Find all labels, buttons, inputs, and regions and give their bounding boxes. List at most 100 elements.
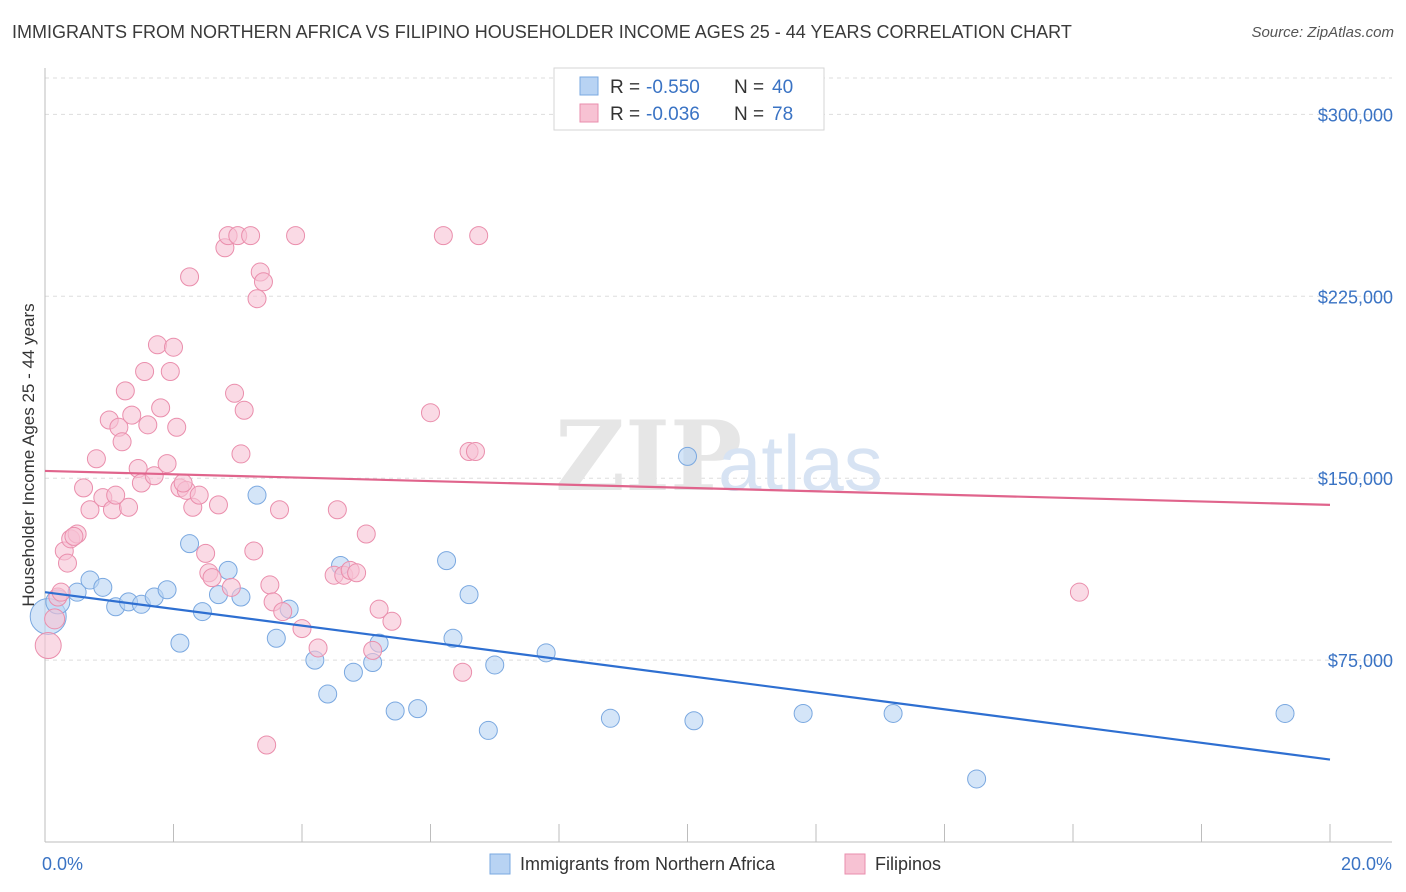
source-credit: Source: ZipAtlas.com [1251,24,1394,41]
point-pink-48 [257,735,277,755]
point-pink-42 [231,444,251,464]
point-pink-34 [196,543,216,563]
y-tick-label-3: $300,000 [1318,105,1393,125]
watermark: ZIP atlas [555,400,883,513]
point-blue-37 [883,703,903,723]
point-pink-66 [433,226,453,246]
point-pink-0 [34,632,62,660]
point-pink-26 [160,361,180,381]
point-pink-36 [202,568,222,588]
point-blue-26 [408,699,428,719]
point-blue-29 [459,585,479,605]
point-pink-21 [138,415,158,435]
y-tick-label-0: $75,000 [1328,651,1393,671]
point-blue-39 [1275,703,1295,723]
point-pink-53 [286,226,306,246]
point-pink-69 [465,442,485,462]
legend-n-label-blue: N = [734,77,764,98]
point-blue-10 [170,633,190,653]
point-blue-17 [266,628,286,648]
point-pink-76 [221,577,241,597]
point-pink-31 [180,267,200,287]
legend-swatch-blue [579,76,599,96]
legend-n-label-pink: N = [734,104,764,125]
point-pink-54 [292,619,312,639]
point-blue-4 [93,577,113,597]
data-points [29,226,1295,789]
point-pink-4 [57,553,77,573]
bottom-legend-swatch-blue [489,853,511,875]
point-blue-33 [600,708,620,728]
point-pink-77 [244,541,264,561]
legend-r-value-pink: -0.036 [646,104,700,125]
trend-line-pink [44,469,1331,506]
point-pink-43 [234,400,254,420]
watermark-zip: ZIP [555,400,742,513]
point-pink-22 [144,466,164,486]
legend-box [553,67,825,131]
watermark-atlas: atlas [718,419,883,507]
point-blue-11 [180,534,200,554]
point-blue-22 [343,662,363,682]
point-pink-62 [363,640,383,660]
y-tick-labels: $75,000 $150,000 $225,000 $300,000 [1318,105,1393,671]
point-blue-28 [443,628,463,648]
point-pink-7 [74,478,94,498]
point-pink-40 [225,383,245,403]
point-pink-28 [167,417,187,437]
point-pink-63 [369,599,389,619]
point-pink-70 [469,226,489,246]
point-pink-23 [147,335,167,355]
legend-n-value-pink: 78 [772,104,793,125]
point-pink-73 [64,526,84,546]
point-pink-61 [356,524,376,544]
point-pink-8 [80,500,100,520]
point-pink-14 [112,432,132,452]
bottom-legend-swatch-pink [844,853,866,875]
point-blue-14 [218,560,238,580]
point-pink-15 [115,381,135,401]
legend-r-label-pink: R = [610,104,640,125]
legend-r-label-blue: R = [610,77,640,98]
axes [44,68,1392,843]
legend-swatch-pink [579,103,599,123]
point-blue-36 [793,703,813,723]
point-pink-25 [157,454,177,474]
point-pink-57 [327,500,347,520]
point-pink-51 [270,500,290,520]
legend-r-value-blue: -0.550 [646,77,700,98]
x-tick-label-max: 20.0% [1341,854,1392,874]
point-pink-75 [173,473,193,493]
point-pink-1 [44,608,66,630]
point-pink-20 [135,361,155,381]
point-pink-27 [164,337,183,357]
point-pink-55 [308,638,328,658]
bottom-legend-label-blue: Immigrants from Northern Africa [520,854,776,874]
y-tick-label-1: $150,000 [1318,469,1393,489]
point-pink-72 [51,582,71,602]
trend-line-blue [44,591,1331,761]
point-pink-33 [189,485,209,505]
point-blue-31 [485,655,505,675]
point-pink-60 [347,563,367,583]
point-pink-47 [253,272,273,292]
point-pink-67 [453,662,473,682]
point-blue-20 [318,684,338,704]
trend-lines [44,469,1331,761]
point-pink-24 [151,398,171,418]
point-pink-65 [421,403,440,423]
legend-n-value-blue: 40 [772,77,793,98]
x-tick-label-min: 0.0% [42,854,83,874]
point-blue-34 [678,446,697,466]
bottom-legend-label-pink: Filipinos [875,854,941,874]
point-pink-37 [208,495,228,515]
point-pink-17 [122,405,142,425]
point-pink-74 [106,485,126,505]
bottom-legend: Immigrants from Northern Africa Filipino… [489,853,941,875]
point-pink-49 [260,575,280,595]
point-blue-9 [157,580,177,600]
legend: R = -0.550 N = 40 R = -0.036 N = 78 [553,67,825,131]
point-pink-16 [119,497,139,517]
point-blue-27 [437,551,457,571]
